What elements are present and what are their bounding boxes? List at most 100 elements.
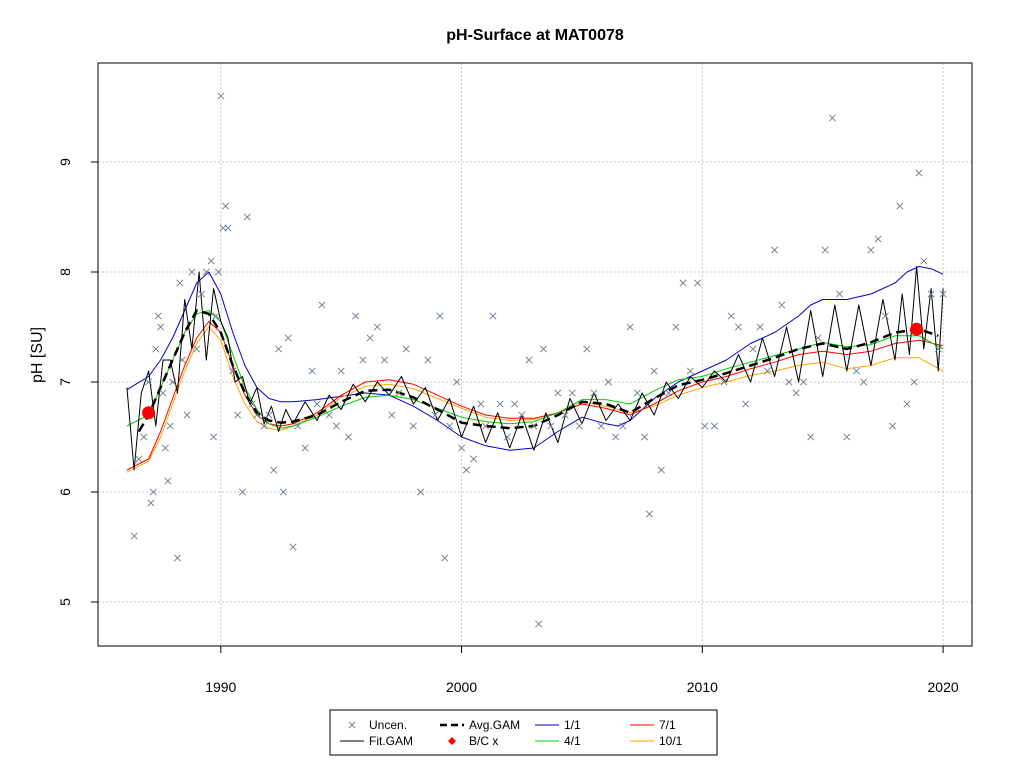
- data-point: [518, 411, 526, 419]
- data-point: [453, 378, 461, 386]
- data-point: [373, 323, 381, 331]
- data-point: [207, 257, 215, 265]
- data-point: [238, 488, 247, 496]
- data-point: [807, 433, 815, 441]
- legend-symbol-uncen-: [348, 721, 356, 729]
- data-point: [612, 433, 620, 441]
- data-point: [265, 411, 273, 419]
- series-line-4-1: [126, 310, 944, 429]
- series-lines: [126, 266, 944, 473]
- data-point: [157, 323, 165, 331]
- data-point: [197, 290, 206, 298]
- data-point: [313, 400, 321, 408]
- data-point: [720, 378, 728, 386]
- data-point: [234, 411, 242, 419]
- data-point: [888, 422, 897, 430]
- legend-label-fit-gam: Fit.GAM: [369, 734, 413, 748]
- data-point: [640, 433, 649, 441]
- data-point: [489, 312, 497, 320]
- data-point: [771, 246, 779, 254]
- data-point: [275, 345, 283, 353]
- data-point: [289, 543, 297, 551]
- legend-label-b-c-x: B/C x: [469, 734, 498, 748]
- data-point: [318, 301, 326, 309]
- plot-frame: [97, 62, 973, 647]
- data-point: [229, 367, 237, 375]
- data-point: [441, 554, 449, 562]
- data-point: [915, 169, 923, 177]
- data-point: [152, 345, 160, 353]
- y-tick-label: 6: [57, 488, 73, 496]
- data-point: [934, 345, 942, 353]
- x-tick-label: 2020: [928, 679, 959, 695]
- data-point: [539, 345, 547, 353]
- data-point: [380, 356, 389, 364]
- data-point: [169, 378, 177, 386]
- data-point: [710, 422, 718, 430]
- data-point: [159, 389, 167, 397]
- data-point: [701, 422, 709, 430]
- data-point: [650, 367, 658, 375]
- data-point: [424, 356, 432, 364]
- data-point: [253, 411, 261, 419]
- data-point: [470, 455, 478, 463]
- data-point: [409, 422, 417, 430]
- data-point: [366, 334, 374, 342]
- data-point: [260, 422, 268, 430]
- y-tick-label: 8: [57, 268, 73, 276]
- x-tick-label: 2000: [446, 679, 477, 695]
- data-point: [679, 279, 687, 287]
- data-point: [597, 422, 605, 430]
- data-point: [881, 312, 889, 320]
- data-point: [166, 422, 174, 430]
- data-point: [604, 378, 612, 386]
- data-point: [734, 323, 743, 331]
- data-point: [568, 389, 576, 397]
- data-point: [496, 400, 504, 408]
- legend-box: [329, 709, 718, 756]
- data-point: [279, 488, 287, 496]
- data-point: [535, 620, 543, 628]
- data-point: [436, 312, 444, 320]
- data-point: [417, 488, 425, 496]
- legend-label-4-1: 4/1: [564, 734, 581, 748]
- data-point: [554, 389, 562, 397]
- data-point: [445, 422, 454, 430]
- data-point: [308, 367, 316, 375]
- data-point: [176, 279, 184, 287]
- data-point: [633, 389, 641, 397]
- data-point: [149, 488, 157, 496]
- data-point: [920, 257, 928, 265]
- chart-title: pH-Surface at MAT0078: [446, 27, 624, 44]
- data-point: [896, 202, 904, 210]
- data-point: [482, 422, 490, 430]
- data-point: [910, 378, 918, 386]
- data-point: [756, 323, 764, 331]
- data-point: [140, 433, 148, 441]
- data-point: [510, 400, 519, 408]
- data-point: [202, 268, 210, 276]
- data-point: [583, 345, 591, 353]
- data-point: [799, 378, 808, 386]
- data-point: [359, 356, 367, 364]
- data-point: [222, 202, 230, 210]
- data-point: [301, 444, 309, 452]
- data-point: [672, 323, 680, 331]
- data-point: [462, 466, 470, 474]
- data-point: [590, 389, 598, 397]
- data-point: [749, 345, 757, 353]
- bc-points: [142, 322, 924, 420]
- data-point: [792, 389, 800, 397]
- data-point: [395, 389, 403, 397]
- data-point: [145, 378, 153, 386]
- y-tick-label: 5: [57, 598, 73, 606]
- data-point: [939, 290, 947, 298]
- data-point: [867, 246, 875, 254]
- x-tick-label: 1990: [205, 679, 236, 695]
- data-point: [821, 246, 829, 254]
- data-point: [657, 466, 665, 474]
- data-point: [332, 422, 340, 430]
- grid-lines: [98, 63, 972, 646]
- data-point: [217, 92, 225, 100]
